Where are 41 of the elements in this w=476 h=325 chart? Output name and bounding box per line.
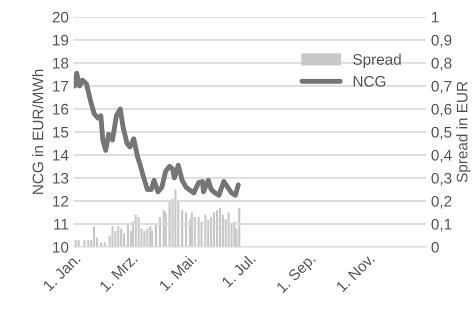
y2-axis-title: Spread in EUR xyxy=(456,82,471,182)
y-tick-label: 20 xyxy=(52,12,68,23)
y-tick-label: 15 xyxy=(53,126,68,138)
y2-tick-label: 0,5 xyxy=(431,126,452,140)
y-tick-label: 19 xyxy=(53,34,68,46)
bar xyxy=(104,242,106,247)
y2-tick-label: 0,7 xyxy=(431,80,452,94)
y2-tick-label: 0,2 xyxy=(431,196,452,208)
bar xyxy=(134,214,137,247)
legend-label: NCG xyxy=(354,76,386,87)
x-tick-label: 1. Nov. xyxy=(336,253,375,292)
line-series xyxy=(74,70,241,198)
bar xyxy=(117,226,120,247)
y2-tick-label: 0 xyxy=(431,242,439,253)
y2-tick-label: 0,4 xyxy=(431,150,452,162)
y-tick-label: 13 xyxy=(53,172,68,184)
bar xyxy=(87,240,90,247)
y-tick-label: 16 xyxy=(53,104,68,115)
y2-tick-label: 0,8 xyxy=(431,58,452,70)
y-tick-label: 10 xyxy=(53,242,68,253)
bar xyxy=(120,228,122,247)
y2-tick-label: 0,6 xyxy=(431,104,452,116)
y-axis-title: NCG in EUR/MWh xyxy=(32,70,44,194)
x-tick-label: 1. Mrz. xyxy=(99,253,138,292)
x-tick-label: 1. Jan. xyxy=(42,253,81,292)
y2-tick-label: 1 xyxy=(432,12,439,22)
bar xyxy=(238,208,240,247)
bar xyxy=(74,240,77,247)
x-tick-label: 1. Sep. xyxy=(276,253,318,296)
bar xyxy=(207,219,210,247)
legend-label: Spread xyxy=(353,54,401,68)
y-tick-label: 18 xyxy=(53,58,68,69)
y2-tick-label: 0,9 xyxy=(431,34,452,48)
y-tick-label: 17 xyxy=(53,80,68,92)
y-tick-label: 14 xyxy=(53,150,68,160)
y-tick-label: 11 xyxy=(54,219,68,230)
x-tick-label: 1. Jul. xyxy=(220,252,256,288)
y2-tick-label: 0,1 xyxy=(431,218,452,232)
x-tick-label: 1. Mai. xyxy=(158,252,197,292)
y2-tick-label: 0,3 xyxy=(431,172,452,186)
y-tick-label: 12 xyxy=(53,196,68,207)
